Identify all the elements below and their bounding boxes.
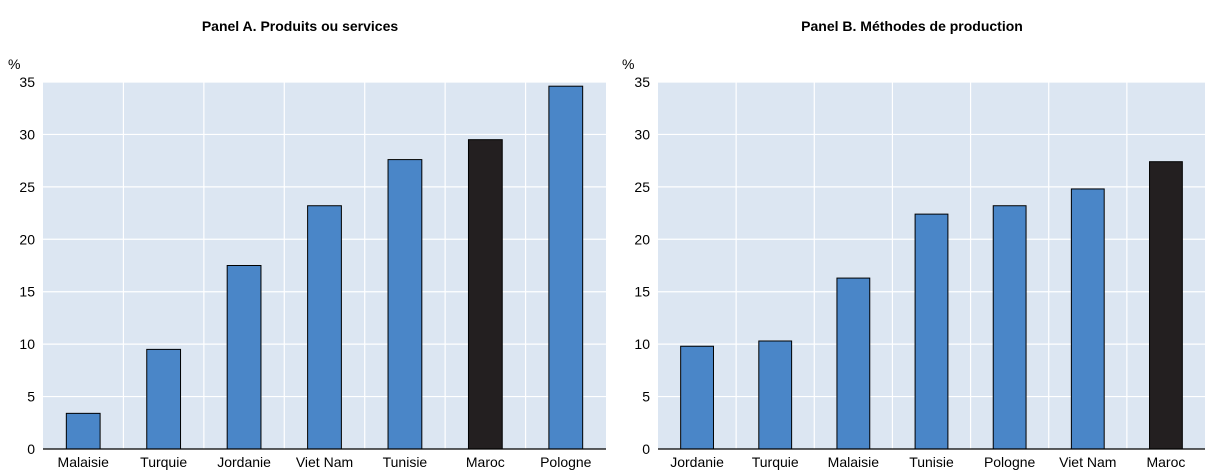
- panel-b-y-tick-label: 35: [634, 74, 650, 90]
- panel-b-x-tick-label: Turquie: [752, 454, 799, 470]
- panel-a-y-tick-label: 5: [27, 389, 35, 405]
- panel-b-x-tick-label: Jordanie: [670, 454, 724, 470]
- panel-a-bar-turquie: [146, 348, 182, 450]
- panel-b-x-tick-label: Maroc: [1146, 454, 1185, 470]
- panel-a-y-tick-label: 15: [19, 284, 35, 300]
- panel-b-x-tick-label: Viet Nam: [1059, 454, 1116, 470]
- panel-b-y-tick-label: 0: [642, 441, 650, 457]
- panel-b-bar-jordanie: [680, 345, 714, 450]
- panel-a-chart: 0 5 10 15 20 25 30 35 Malaisie Turquie Jordanie Vie…: [19, 74, 606, 470]
- panel-a-x-tick-label: Maroc: [466, 454, 505, 470]
- panel-b-y-tick-label: 15: [634, 284, 650, 300]
- panel-a-y-tick-label: 25: [19, 179, 35, 195]
- panel-a-bar-jordanie: [226, 265, 262, 450]
- panel-b-title: Panel B. Méthodes de production: [801, 18, 1023, 34]
- panel-a-x-tick-label: Turquie: [140, 454, 187, 470]
- panel-a-y-tick-label: 35: [19, 74, 35, 90]
- panel-a-y-tick-label: 10: [19, 336, 35, 352]
- panel-b-y-tick-label: 10: [634, 336, 650, 352]
- panel-b-chart: 0 5 10 15 20 25 30 35 Jordanie Turquie Malaisie Tun…: [634, 74, 1205, 470]
- panel-a-x-tick-label: Malaisie: [58, 454, 110, 470]
- panel-b-bar-pologne: [992, 205, 1027, 450]
- panel-a-bar-viet-nam: [307, 205, 342, 450]
- panel-b-y-tick-label: 30: [634, 126, 650, 142]
- panel-b-y-tick-label: 25: [634, 179, 650, 195]
- panel-a-bar-tunisie: [387, 159, 423, 450]
- panel-a-x-tick-label: Viet Nam: [296, 454, 353, 470]
- panel-a-x-tick-label: Pologne: [540, 454, 592, 470]
- panel-b-bar-malaisie: [836, 277, 871, 450]
- panel-a-title: Panel A. Produits ou services: [202, 18, 399, 34]
- panel-b-bar-viet-nam: [1070, 188, 1105, 450]
- panel-b-y-tick-label: 5: [642, 389, 650, 405]
- panel-a-bar-pologne: [548, 85, 584, 450]
- panel-a-x-tick-label: Tunisie: [383, 454, 428, 470]
- panel-b-y-tick-label: 20: [634, 231, 650, 247]
- panel-b-x-tick-label: Tunisie: [909, 454, 954, 470]
- panel-b-y-unit: %: [622, 56, 634, 72]
- panel-a-bar-malaisie: [65, 412, 101, 450]
- panel-b-bar-tunisie: [914, 213, 949, 450]
- panel-b-bar-turquie: [758, 340, 793, 450]
- panel-a-bar-maroc: [467, 139, 503, 450]
- panel-a-y-tick-label: 20: [19, 231, 35, 247]
- panel-b-x-tick-label: Malaisie: [828, 454, 880, 470]
- panel-b-bar-maroc: [1149, 161, 1183, 450]
- panel-b-x-tick-label: Pologne: [984, 454, 1036, 470]
- panel-a-y-unit: %: [8, 56, 20, 72]
- panel-a-y-tick-label: 0: [27, 441, 35, 457]
- panel-a-y-tick-label: 30: [19, 126, 35, 142]
- panel-a-x-tick-label: Jordanie: [217, 454, 271, 470]
